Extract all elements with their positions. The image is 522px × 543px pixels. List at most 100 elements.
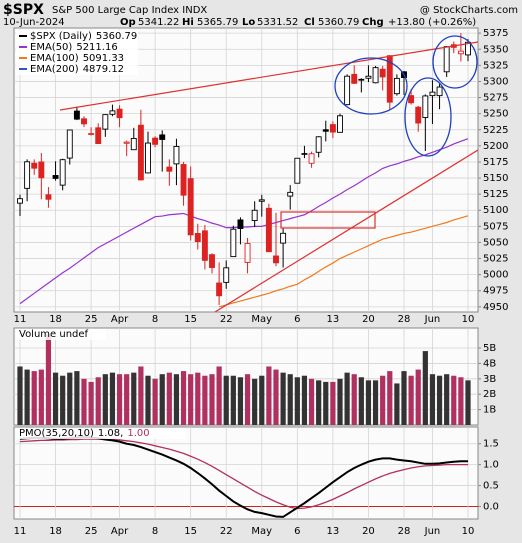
candle-body (265, 207, 272, 253)
candle-body (159, 134, 166, 140)
volume-bar (60, 375, 66, 425)
legend-box (16, 329, 106, 340)
volume-bar (88, 381, 94, 425)
volume-bar (394, 383, 400, 425)
volume-bar (38, 369, 44, 425)
volume-bar (17, 366, 23, 425)
volume-bar (109, 372, 116, 425)
x-tick-label: May (251, 526, 272, 537)
volume-bar (287, 374, 293, 425)
pmo-line (19, 438, 468, 510)
volume-bar (323, 381, 329, 425)
volume-bar (159, 374, 165, 425)
x-tick-label: 10 (462, 526, 475, 537)
x-tick-label: 10 (462, 314, 475, 325)
y-tick-label: 5000 (483, 270, 508, 281)
legend-entry: EMA(100) 5091.33 (30, 53, 124, 64)
volume-bar (230, 375, 236, 425)
ema-line (19, 138, 469, 305)
legend-name: EMA(200) (30, 64, 79, 75)
volume-bar (422, 351, 428, 425)
volume-bar (244, 374, 251, 425)
trend-line (59, 41, 478, 111)
candle-body (123, 141, 130, 144)
trend-line (214, 149, 478, 312)
volume-bar (124, 374, 130, 425)
x-tick-label: 11 (14, 526, 27, 537)
pmo-legend: PMO(35,20,10) 1.08, 1.00 (19, 428, 150, 439)
candle-body (258, 199, 265, 202)
candle-body (230, 228, 237, 258)
legend-value: 4879.12 (83, 64, 124, 75)
y-tick-label: 5275 (483, 93, 508, 104)
volume-bar (259, 375, 265, 425)
volume-bar (166, 372, 172, 425)
y-tick-label: 5B (483, 343, 496, 354)
volume-bar (451, 375, 457, 425)
candle-body (344, 75, 351, 106)
candle-body (273, 255, 279, 264)
volume-bar (31, 371, 37, 425)
y-tick-label: 5300 (483, 76, 508, 87)
volume-bar (102, 374, 108, 425)
candle-body (17, 198, 23, 204)
quote-value: +13.80 (+0.26%) (388, 17, 476, 28)
y-tick-label: 4950 (483, 302, 508, 313)
x-tick-label: Jun (424, 526, 441, 537)
volume-bar (116, 374, 123, 425)
quote-value: 5341.22 (138, 17, 179, 28)
candle-body (194, 232, 201, 242)
x-tick-label: 20 (362, 526, 375, 537)
price-marks (17, 33, 471, 308)
x-tick-label: 28 (398, 526, 411, 537)
highlight-ellipse (334, 57, 408, 115)
y-tick-label: 5250 (483, 109, 508, 120)
y-tick-label: 5050 (483, 237, 508, 248)
volume-bar (429, 374, 436, 425)
volume-bar (387, 371, 393, 425)
candle-body (145, 142, 151, 174)
legend-entry: $SPX (Daily) 5360.79 (30, 31, 137, 42)
candle-body (386, 55, 393, 103)
candle-body (429, 91, 436, 97)
candle-body (379, 68, 386, 78)
volume-bar (195, 372, 201, 425)
volume-bar (337, 378, 343, 425)
candle-body (130, 138, 137, 151)
legend-name: EMA(50) (30, 42, 72, 53)
y-tick-label: 2B (483, 389, 496, 400)
x-tick-label: 25 (85, 526, 98, 537)
x-tick-label: 15 (184, 526, 197, 537)
candle-body (322, 129, 329, 132)
x-tick-label: 6 (294, 314, 300, 325)
quote-label: Lo (242, 17, 255, 28)
candle-body (251, 209, 258, 222)
volume-bar (237, 377, 244, 425)
candle-body (294, 157, 301, 184)
symbol: $SPX (3, 2, 44, 18)
volume-bar (380, 375, 386, 425)
gap-box (280, 211, 376, 229)
date: 10-Jun-2024 (3, 17, 65, 28)
y-tick-label: 1B (483, 405, 496, 416)
candle-body (422, 95, 429, 118)
highlight-ellipse (432, 35, 478, 89)
volume-bar (145, 375, 151, 425)
legend-value: 1.00 (127, 428, 149, 439)
y-tick-label: 5150 (483, 173, 508, 184)
quote-label: Chg (362, 17, 384, 28)
y-tick-label: 5325 (483, 60, 508, 71)
y-tick-label: 5025 (483, 254, 508, 265)
candle-body (329, 124, 336, 133)
volume-bar (273, 369, 279, 425)
volume-bar (401, 371, 407, 425)
candle-body (365, 75, 372, 79)
volume-bar (301, 375, 308, 425)
volume-bar (294, 377, 300, 425)
candle-body (465, 41, 471, 56)
y-tick-label: 0.0 (483, 501, 499, 512)
y-tick-label: 5375 (483, 28, 508, 39)
legend-value: 5360.79 (96, 31, 137, 42)
highlight-ellipse (404, 77, 452, 157)
